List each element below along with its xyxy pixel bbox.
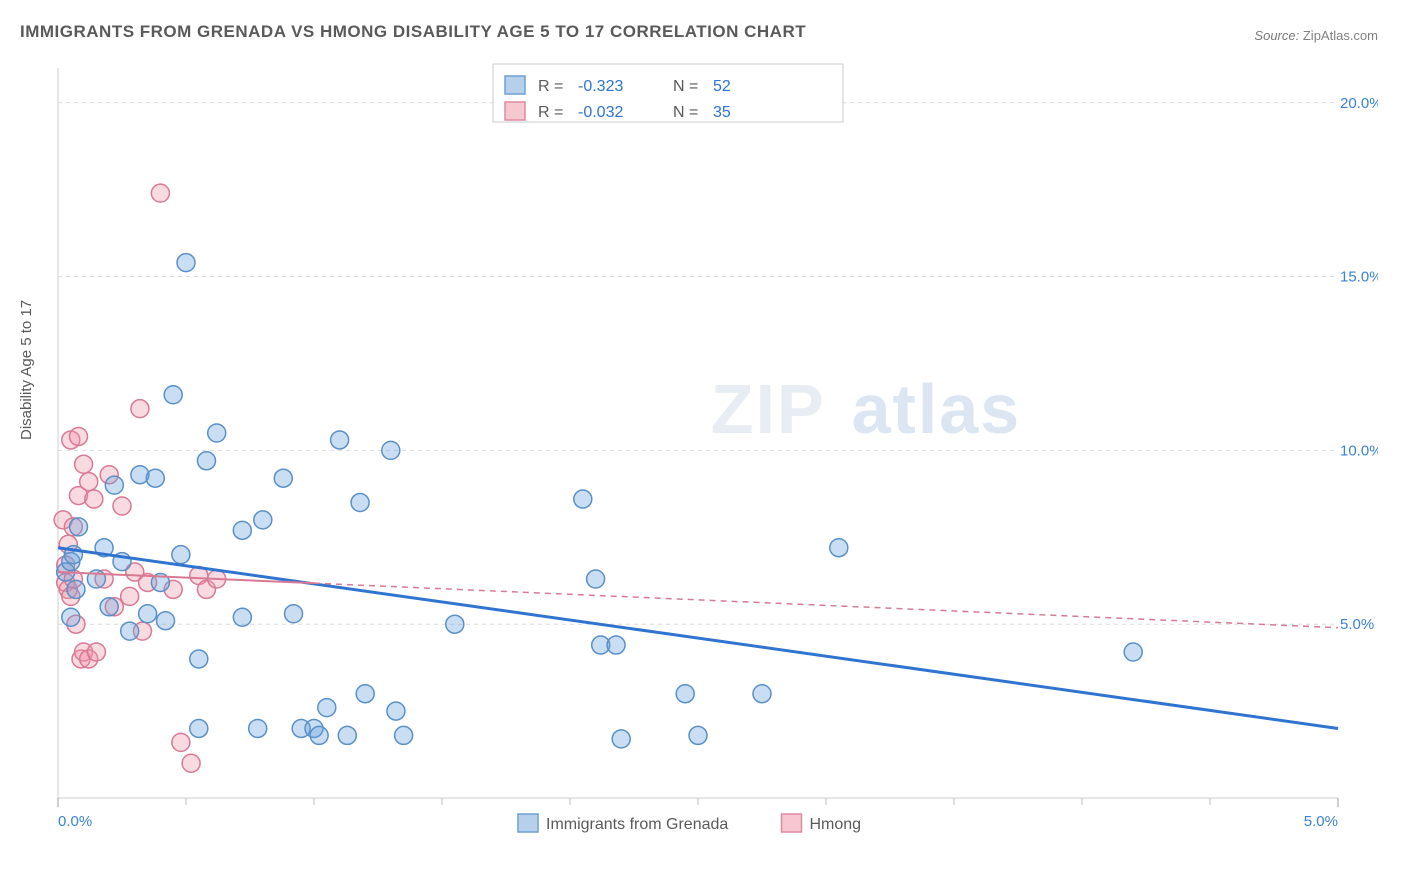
data-point	[351, 494, 369, 512]
data-point	[182, 754, 200, 772]
legend-r-value: -0.032	[578, 104, 623, 121]
data-point	[356, 685, 374, 703]
data-point	[190, 719, 208, 737]
data-point	[318, 699, 336, 717]
data-point	[607, 636, 625, 654]
legend-series-label: Immigrants from Grenada	[546, 816, 728, 833]
data-point	[382, 441, 400, 459]
legend-n-value: 52	[713, 78, 731, 95]
x-tick-label: 5.0%	[1304, 813, 1338, 830]
data-point	[689, 726, 707, 744]
source-label: Source:	[1254, 28, 1299, 43]
y-tick-label: 10.0%	[1340, 442, 1378, 459]
data-point	[177, 254, 195, 272]
source-attribution: Source: ZipAtlas.com	[1254, 28, 1378, 43]
legend-r-label: R =	[538, 78, 563, 95]
data-point	[612, 730, 630, 748]
data-point	[197, 452, 215, 470]
data-point	[172, 546, 190, 564]
data-point	[172, 733, 190, 751]
y-axis-label: Disability Age 5 to 17	[18, 300, 35, 440]
data-point	[310, 726, 328, 744]
chart-container: IMMIGRANTS FROM GRENADA VS HMONG DISABIL…	[0, 0, 1406, 892]
data-point	[233, 608, 251, 626]
data-point	[85, 490, 103, 508]
watermark-a: ZIP	[711, 370, 826, 448]
source-value: ZipAtlas.com	[1303, 28, 1378, 43]
scatter-plot-svg: 5.0% 10.0% 15.0% 20.0% 0.0% 5.0% ZIP atlas R = -0…	[48, 58, 1378, 838]
data-point	[574, 490, 592, 508]
y-tick-label: 5.0%	[1340, 616, 1374, 633]
data-point	[254, 511, 272, 529]
legend-swatch	[505, 102, 525, 120]
data-point	[338, 726, 356, 744]
data-point	[131, 400, 149, 418]
legend-r-value: -0.323	[578, 78, 623, 95]
legend-swatch	[518, 814, 538, 832]
data-point	[331, 431, 349, 449]
legend-swatch	[782, 814, 802, 832]
data-point	[69, 427, 87, 445]
legend-n-label: N =	[673, 104, 698, 121]
data-point	[285, 605, 303, 623]
data-point	[395, 726, 413, 744]
data-point	[190, 650, 208, 668]
plot-area: 5.0% 10.0% 15.0% 20.0% 0.0% 5.0% ZIP atlas R = -0…	[48, 58, 1378, 838]
data-point	[274, 469, 292, 487]
data-point	[830, 539, 848, 557]
y-tick-label: 15.0%	[1340, 269, 1378, 286]
legend-swatch	[505, 76, 525, 94]
data-point	[67, 580, 85, 598]
data-point	[249, 719, 267, 737]
data-point	[105, 476, 123, 494]
y-tick-label: 20.0%	[1340, 95, 1378, 112]
data-point	[121, 622, 139, 640]
data-point	[151, 184, 169, 202]
data-point	[139, 605, 157, 623]
data-point	[1124, 643, 1142, 661]
legend-n-value: 35	[713, 104, 731, 121]
trend-line	[58, 548, 1338, 729]
legend-n-label: N =	[673, 78, 698, 95]
data-point	[69, 518, 87, 536]
data-point	[62, 608, 80, 626]
data-point	[233, 521, 251, 539]
x-tick-label: 0.0%	[58, 813, 92, 830]
data-point	[80, 473, 98, 491]
data-point	[100, 598, 118, 616]
data-point	[146, 469, 164, 487]
data-point	[676, 685, 694, 703]
data-point	[87, 643, 105, 661]
data-point	[121, 587, 139, 605]
watermark-b: atlas	[852, 370, 1022, 448]
data-point	[208, 424, 226, 442]
data-point	[587, 570, 605, 588]
data-point	[157, 612, 175, 630]
data-point	[753, 685, 771, 703]
data-point	[164, 386, 182, 404]
legend-series-label: Hmong	[810, 816, 862, 833]
data-point	[446, 615, 464, 633]
legend-r-label: R =	[538, 104, 563, 121]
chart-title: IMMIGRANTS FROM GRENADA VS HMONG DISABIL…	[20, 22, 806, 42]
data-point	[113, 497, 131, 515]
data-point	[387, 702, 405, 720]
data-point	[75, 455, 93, 473]
